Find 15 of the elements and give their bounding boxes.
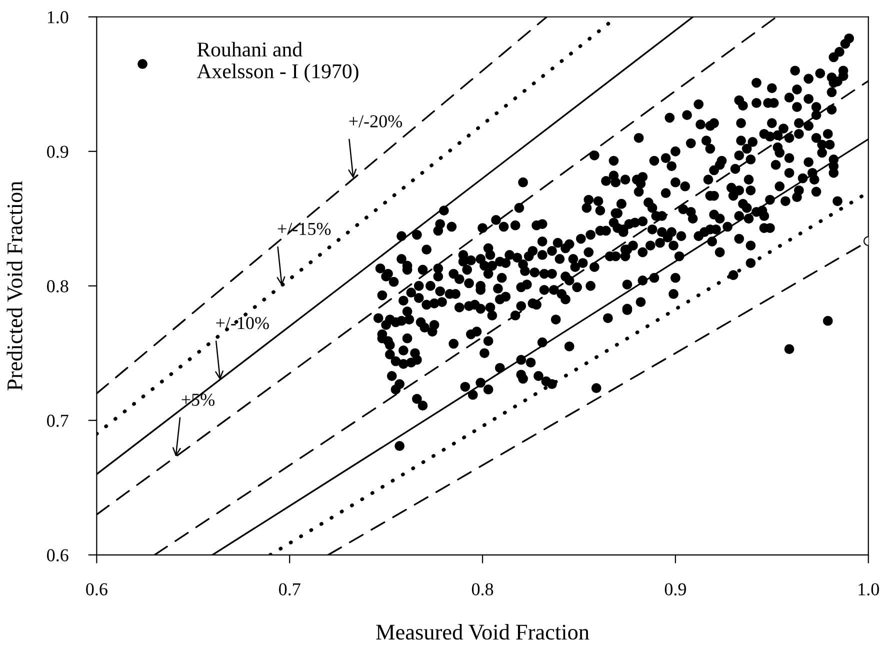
y-tick-label: 0.8: [47, 280, 68, 292]
x-axis-title: Measured Void Fraction: [376, 624, 590, 640]
annotation: +/-10%: [216, 316, 269, 330]
x-tick-label: 1.0: [858, 583, 879, 596]
y-tick-label: 0.6: [47, 549, 68, 562]
x-tick-label: 0.7: [279, 583, 300, 596]
y-tick-label: 0.7: [47, 414, 68, 427]
y-tick-label: 1.0: [48, 11, 68, 24]
legend-label: Rouhani and Axelsson - I (1970): [196, 42, 358, 83]
x-tick-label: 0.6: [86, 583, 108, 596]
x-tick-label: 0.9: [664, 583, 686, 596]
y-axis-title: Predicted Void Fraction: [6, 181, 22, 390]
annotation: +/-20%: [349, 115, 402, 128]
y-tick-label: 0.9: [47, 146, 68, 158]
x-tick-label: 0.8: [472, 583, 494, 596]
